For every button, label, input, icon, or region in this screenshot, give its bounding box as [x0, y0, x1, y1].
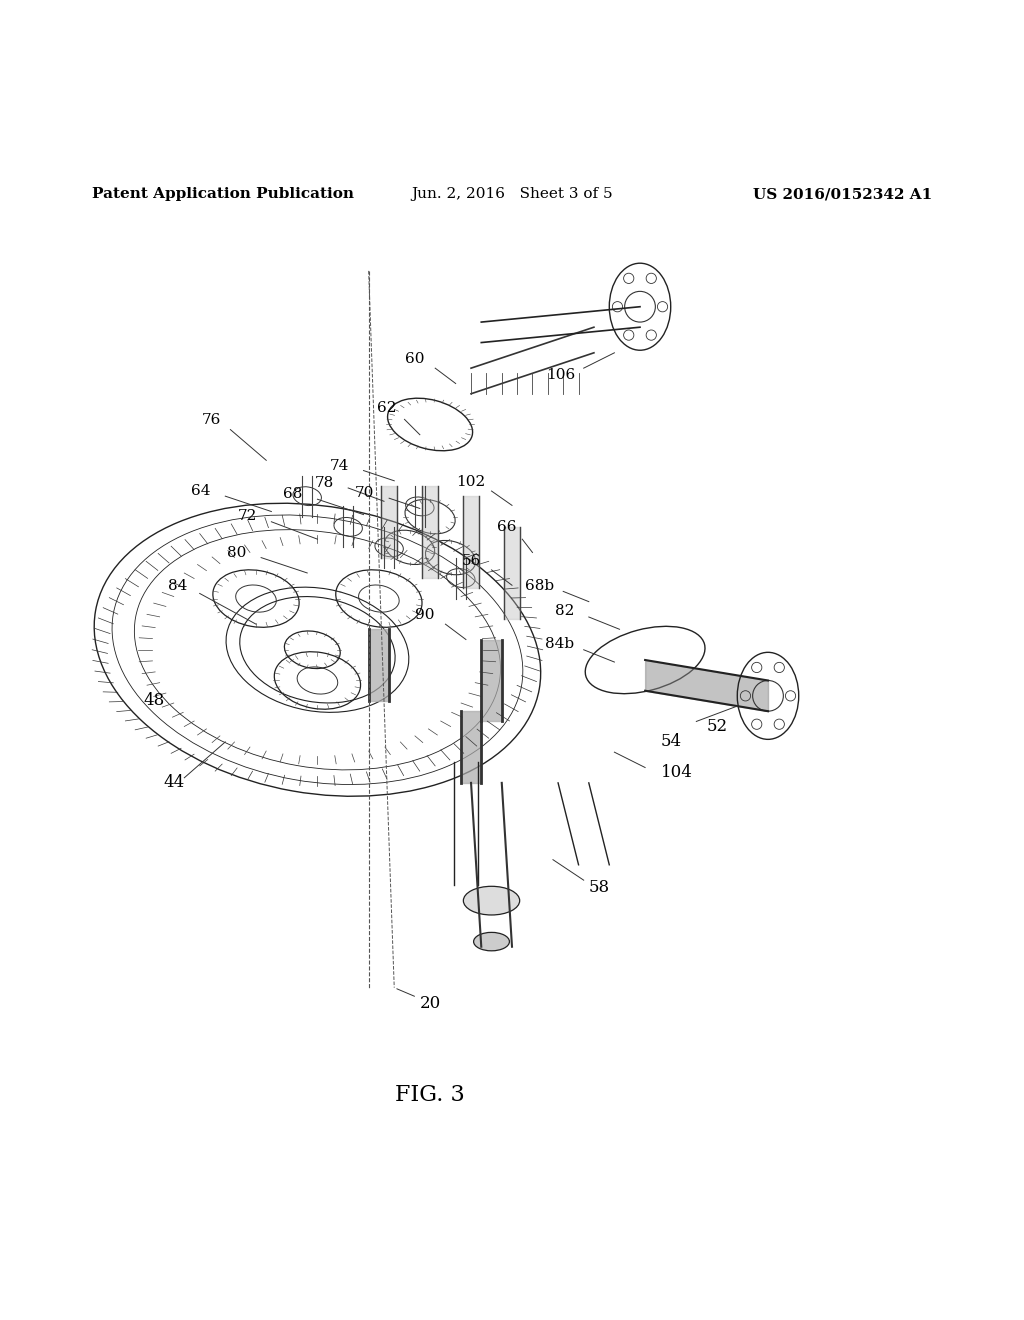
Text: 62: 62	[377, 401, 396, 416]
Text: 72: 72	[238, 510, 257, 523]
Text: 102: 102	[456, 475, 485, 490]
Text: 52: 52	[707, 718, 728, 735]
Text: 54: 54	[660, 734, 682, 750]
Text: 106: 106	[546, 368, 575, 381]
Text: 70: 70	[355, 486, 375, 500]
Text: 78: 78	[314, 475, 334, 490]
Text: 60: 60	[404, 352, 425, 366]
Text: 56: 56	[462, 553, 480, 568]
Text: 64: 64	[191, 484, 211, 499]
Text: 66: 66	[497, 520, 516, 535]
Text: 20: 20	[396, 989, 441, 1011]
Text: FIG. 3: FIG. 3	[395, 1084, 465, 1106]
Text: US 2016/0152342 A1: US 2016/0152342 A1	[753, 187, 932, 201]
Text: 104: 104	[660, 764, 692, 781]
Text: Jun. 2, 2016   Sheet 3 of 5: Jun. 2, 2016 Sheet 3 of 5	[412, 187, 612, 201]
Text: 58: 58	[589, 879, 609, 896]
Text: 84b: 84b	[546, 638, 574, 651]
Text: 68: 68	[284, 487, 303, 502]
Text: 84: 84	[168, 579, 187, 593]
Text: 44: 44	[164, 775, 184, 792]
Text: Patent Application Publication: Patent Application Publication	[92, 187, 354, 201]
Text: 48: 48	[143, 693, 164, 709]
Text: 76: 76	[202, 413, 220, 426]
Ellipse shape	[463, 886, 519, 915]
Ellipse shape	[473, 932, 510, 950]
Text: 82: 82	[555, 605, 574, 618]
Text: 80: 80	[227, 545, 247, 560]
Text: 90: 90	[415, 609, 435, 622]
Text: 74: 74	[330, 459, 349, 473]
Text: 68b: 68b	[525, 578, 554, 593]
